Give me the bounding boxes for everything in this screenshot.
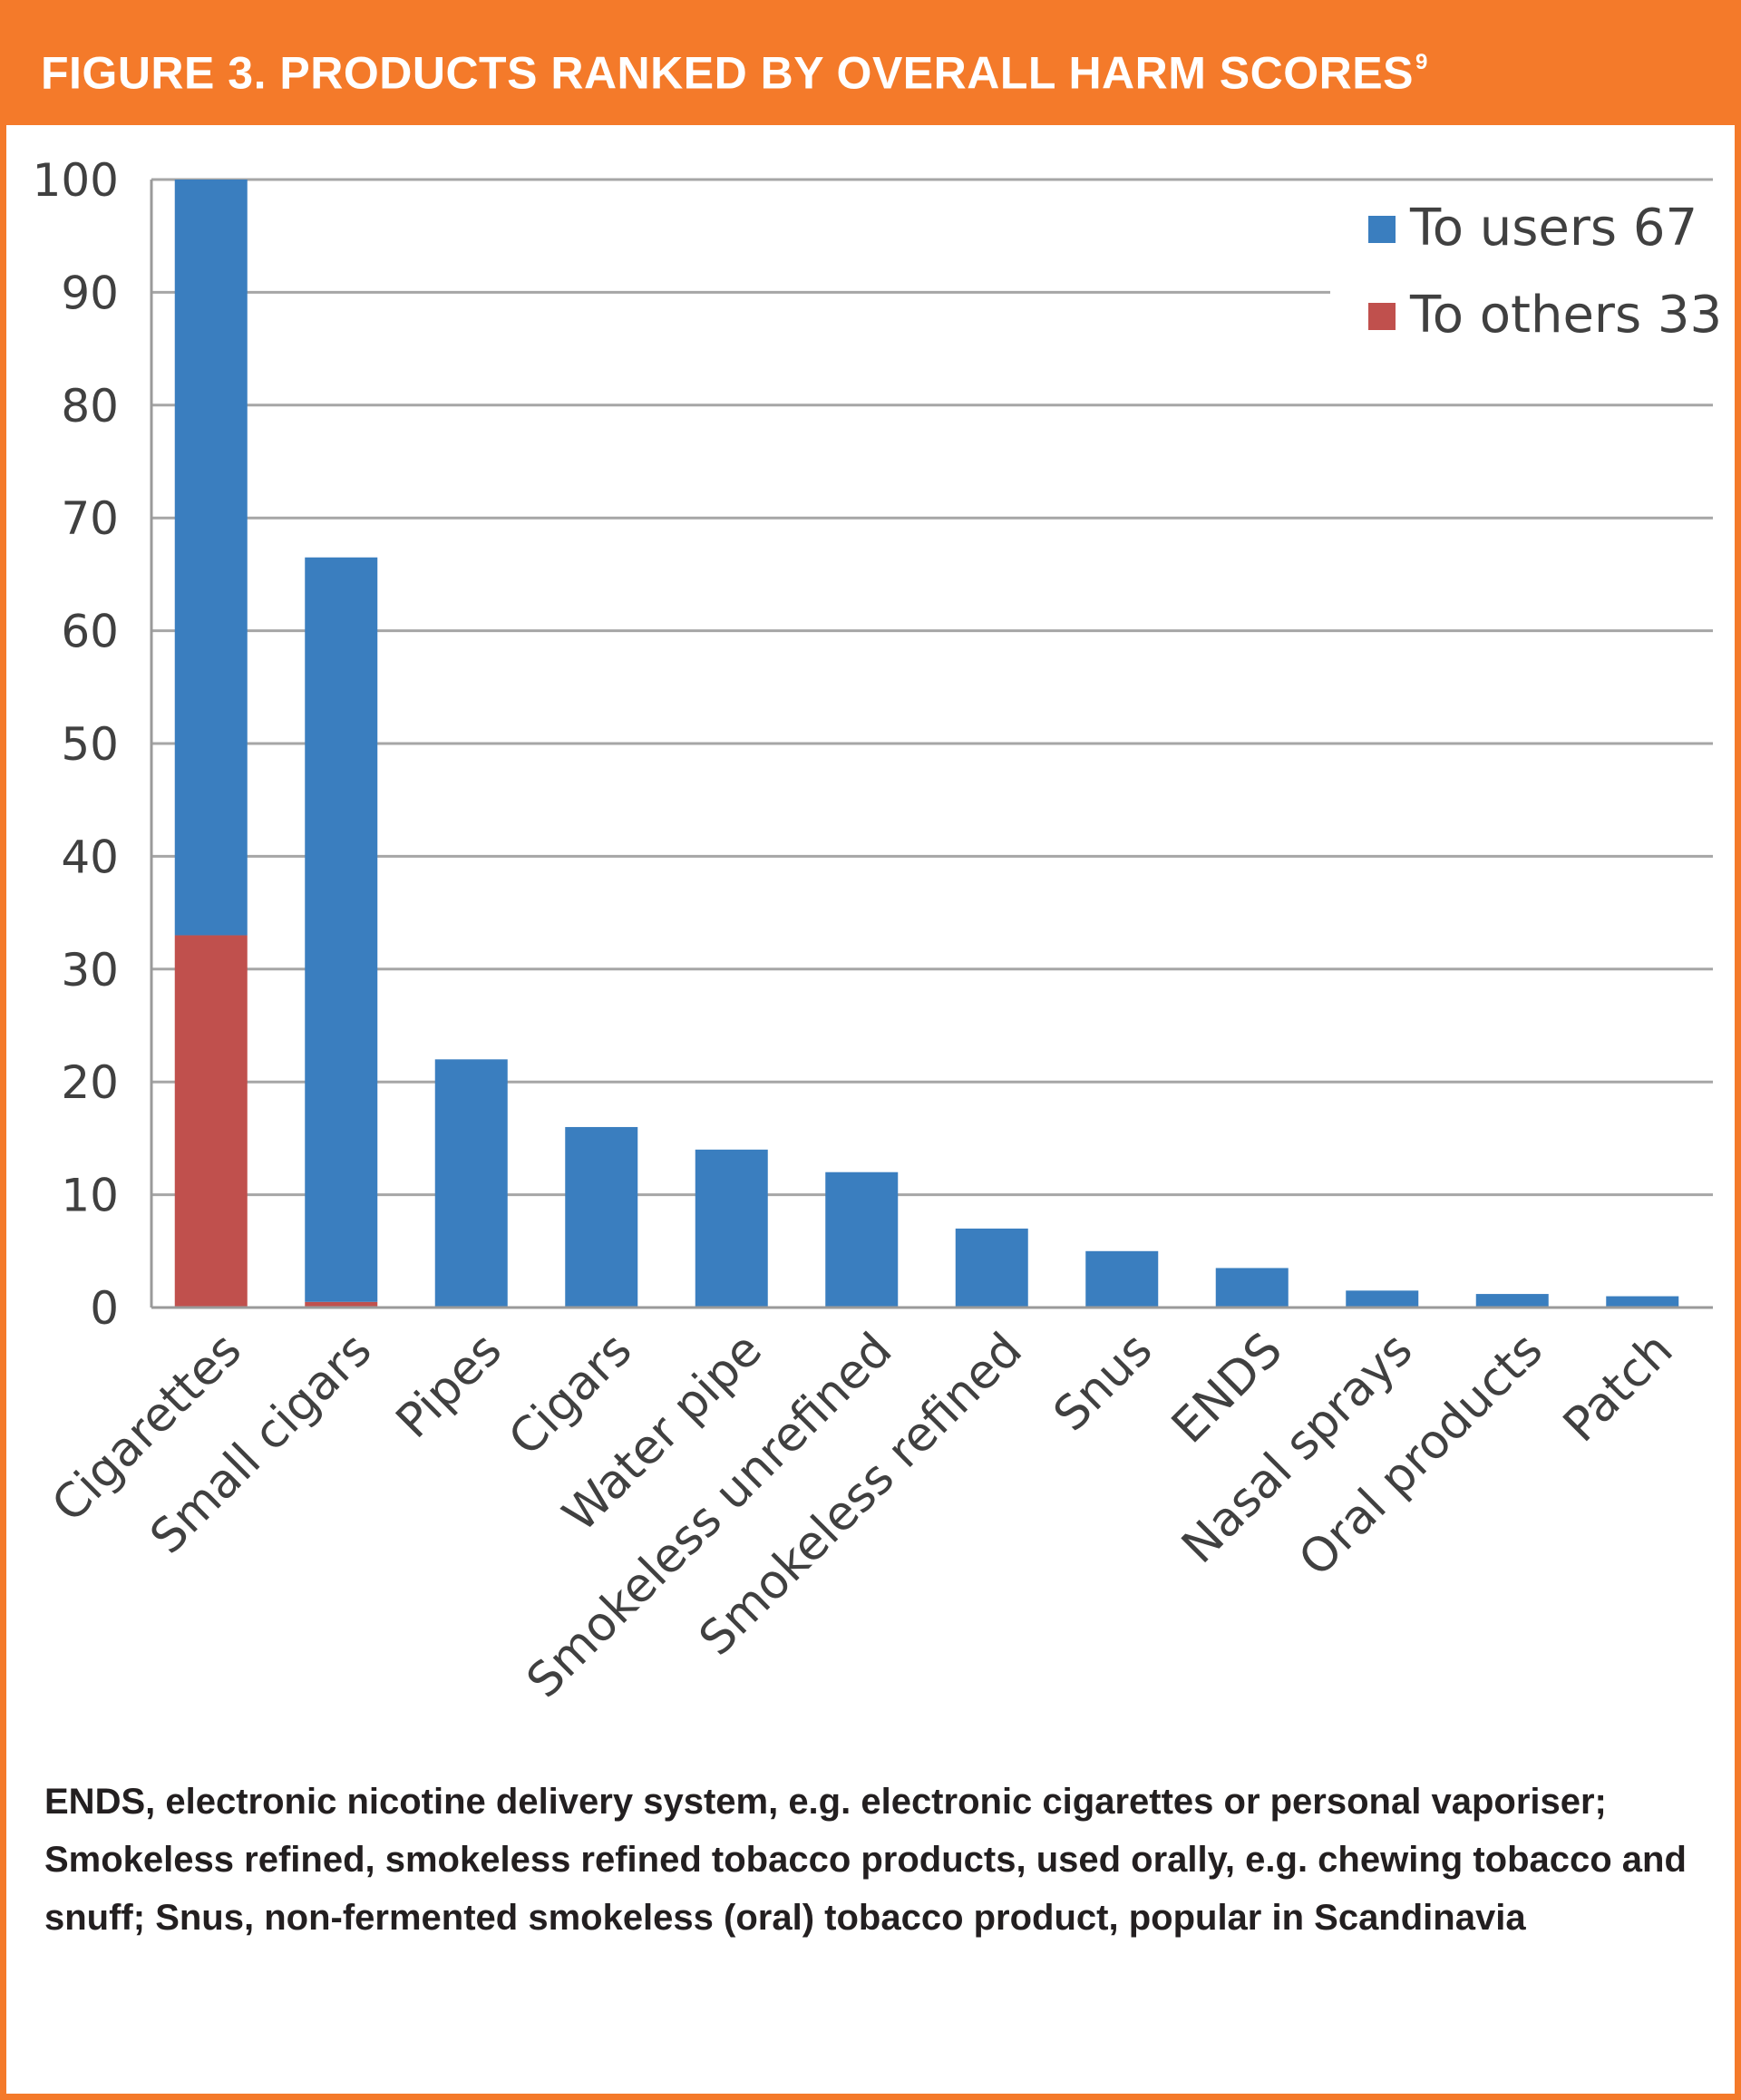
bars: [174, 180, 1679, 1308]
bar-to-users: [434, 1059, 508, 1308]
bar-to-users: [305, 557, 378, 1302]
x-category-label: Patch: [1553, 1323, 1683, 1453]
y-tick-label: 50: [61, 718, 119, 771]
bar-to-users: [695, 1149, 768, 1308]
bar-to-others: [174, 935, 248, 1308]
gridlines: [151, 178, 1713, 1197]
y-tick-label: 0: [90, 1282, 119, 1335]
x-category-label: Snus: [1044, 1323, 1163, 1443]
y-tick-label: 10: [61, 1170, 119, 1222]
bar-to-others: [305, 1301, 378, 1308]
y-tick-label: 90: [61, 267, 119, 319]
bar-to-users: [174, 180, 248, 936]
legend-label: To others 33: [1409, 286, 1722, 345]
y-tick-label: 100: [33, 154, 119, 207]
y-tick-label: 70: [61, 492, 119, 545]
y-tick-label: 30: [61, 944, 119, 997]
y-tick-label: 80: [61, 380, 119, 433]
legend: To users 67 To others 33: [1368, 199, 1722, 345]
bar-to-users: [1215, 1268, 1289, 1308]
bar-to-users: [955, 1228, 1028, 1308]
y-tick-label: 60: [61, 606, 119, 658]
figure-caption: ENDS, electronic nicotine delivery syste…: [44, 1782, 1687, 1938]
legend-swatch: [1368, 303, 1396, 330]
bar-to-users: [1606, 1296, 1679, 1308]
figure-header: FIGURE 3. PRODUCTS RANKED BY OVERALL HAR…: [6, 6, 1735, 125]
figure-title: FIGURE 3. PRODUCTS RANKED BY OVERALL HAR…: [41, 47, 1414, 99]
bar-to-users: [825, 1172, 899, 1308]
bar-to-users: [1475, 1294, 1549, 1308]
y-tick-label: 40: [61, 831, 119, 883]
y-axis-ticks: 0 10 20 30 40 50 60 70 80 90 100: [33, 154, 119, 1335]
bar-to-users: [565, 1126, 638, 1308]
legend-swatch: [1368, 216, 1396, 243]
legend-label: To users 67: [1409, 199, 1697, 258]
figure-title-superscript: 9: [1415, 50, 1428, 74]
x-category-label: Nasal sprays: [1172, 1323, 1423, 1574]
bar-to-users: [1085, 1250, 1159, 1308]
bar-to-users: [1346, 1290, 1419, 1308]
x-category-label: Pipes: [386, 1323, 512, 1449]
y-tick-label: 20: [61, 1056, 119, 1109]
